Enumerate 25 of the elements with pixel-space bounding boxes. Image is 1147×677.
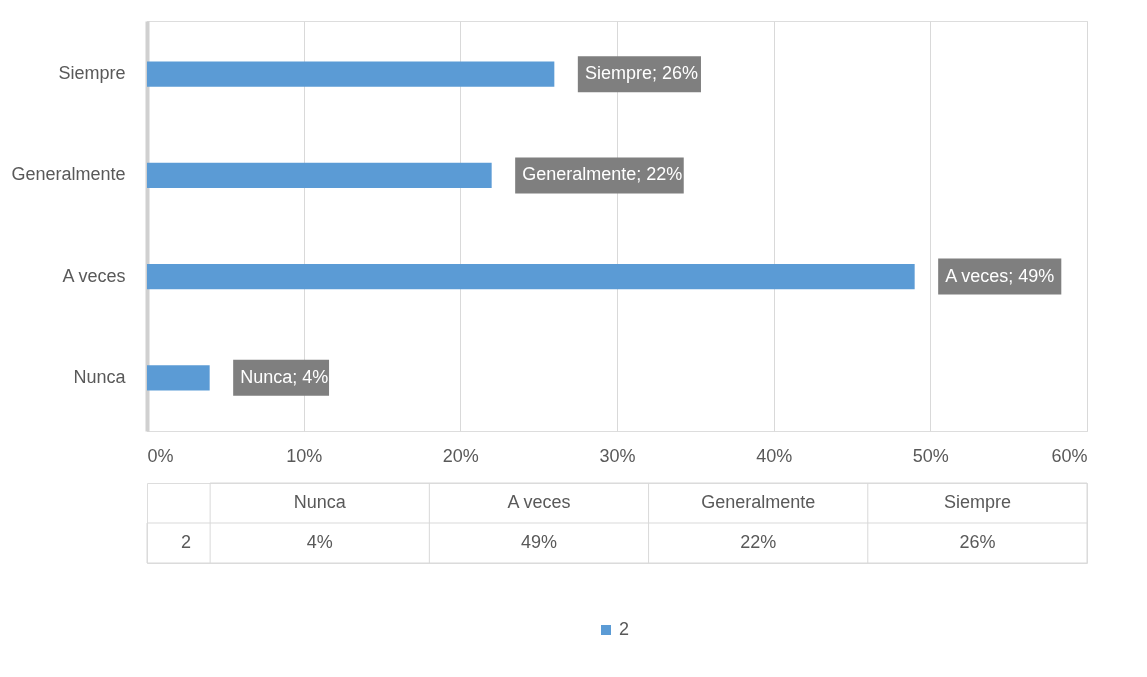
x-tick-label: 40% bbox=[756, 445, 793, 466]
category-label: Generalmente bbox=[701, 492, 816, 512]
y-tick-label: Nunca bbox=[73, 366, 127, 387]
y-tick-label: Siempre bbox=[58, 63, 126, 84]
x-tick-label: 50% bbox=[912, 445, 949, 466]
y-tick-label: A veces bbox=[62, 265, 126, 286]
x-tick-label: 0% bbox=[147, 445, 174, 466]
x-tick-label: 60% bbox=[1051, 445, 1088, 466]
data-label: Nunca; 4% bbox=[240, 366, 329, 387]
text: 49% bbox=[520, 532, 557, 552]
x-tick-label: 10% bbox=[286, 445, 323, 466]
legend-label: 2 bbox=[619, 619, 630, 639]
data-label: Generalmente; 22% bbox=[522, 164, 683, 185]
data-label: Siempre; 26% bbox=[584, 63, 698, 84]
y-tick-label: Generalmente bbox=[11, 164, 126, 185]
data-label: A veces; 49% bbox=[945, 265, 1055, 286]
x-tick-label: 20% bbox=[442, 445, 479, 466]
category-label: Siempre bbox=[943, 492, 1011, 512]
text: 4% bbox=[306, 532, 333, 552]
text: 26% bbox=[959, 532, 996, 552]
x-tick-label: 30% bbox=[599, 445, 636, 466]
text: 22% bbox=[740, 532, 777, 552]
text: 2 bbox=[180, 532, 191, 552]
category-label: A veces bbox=[507, 492, 571, 512]
category-label: Nunca bbox=[293, 492, 346, 512]
